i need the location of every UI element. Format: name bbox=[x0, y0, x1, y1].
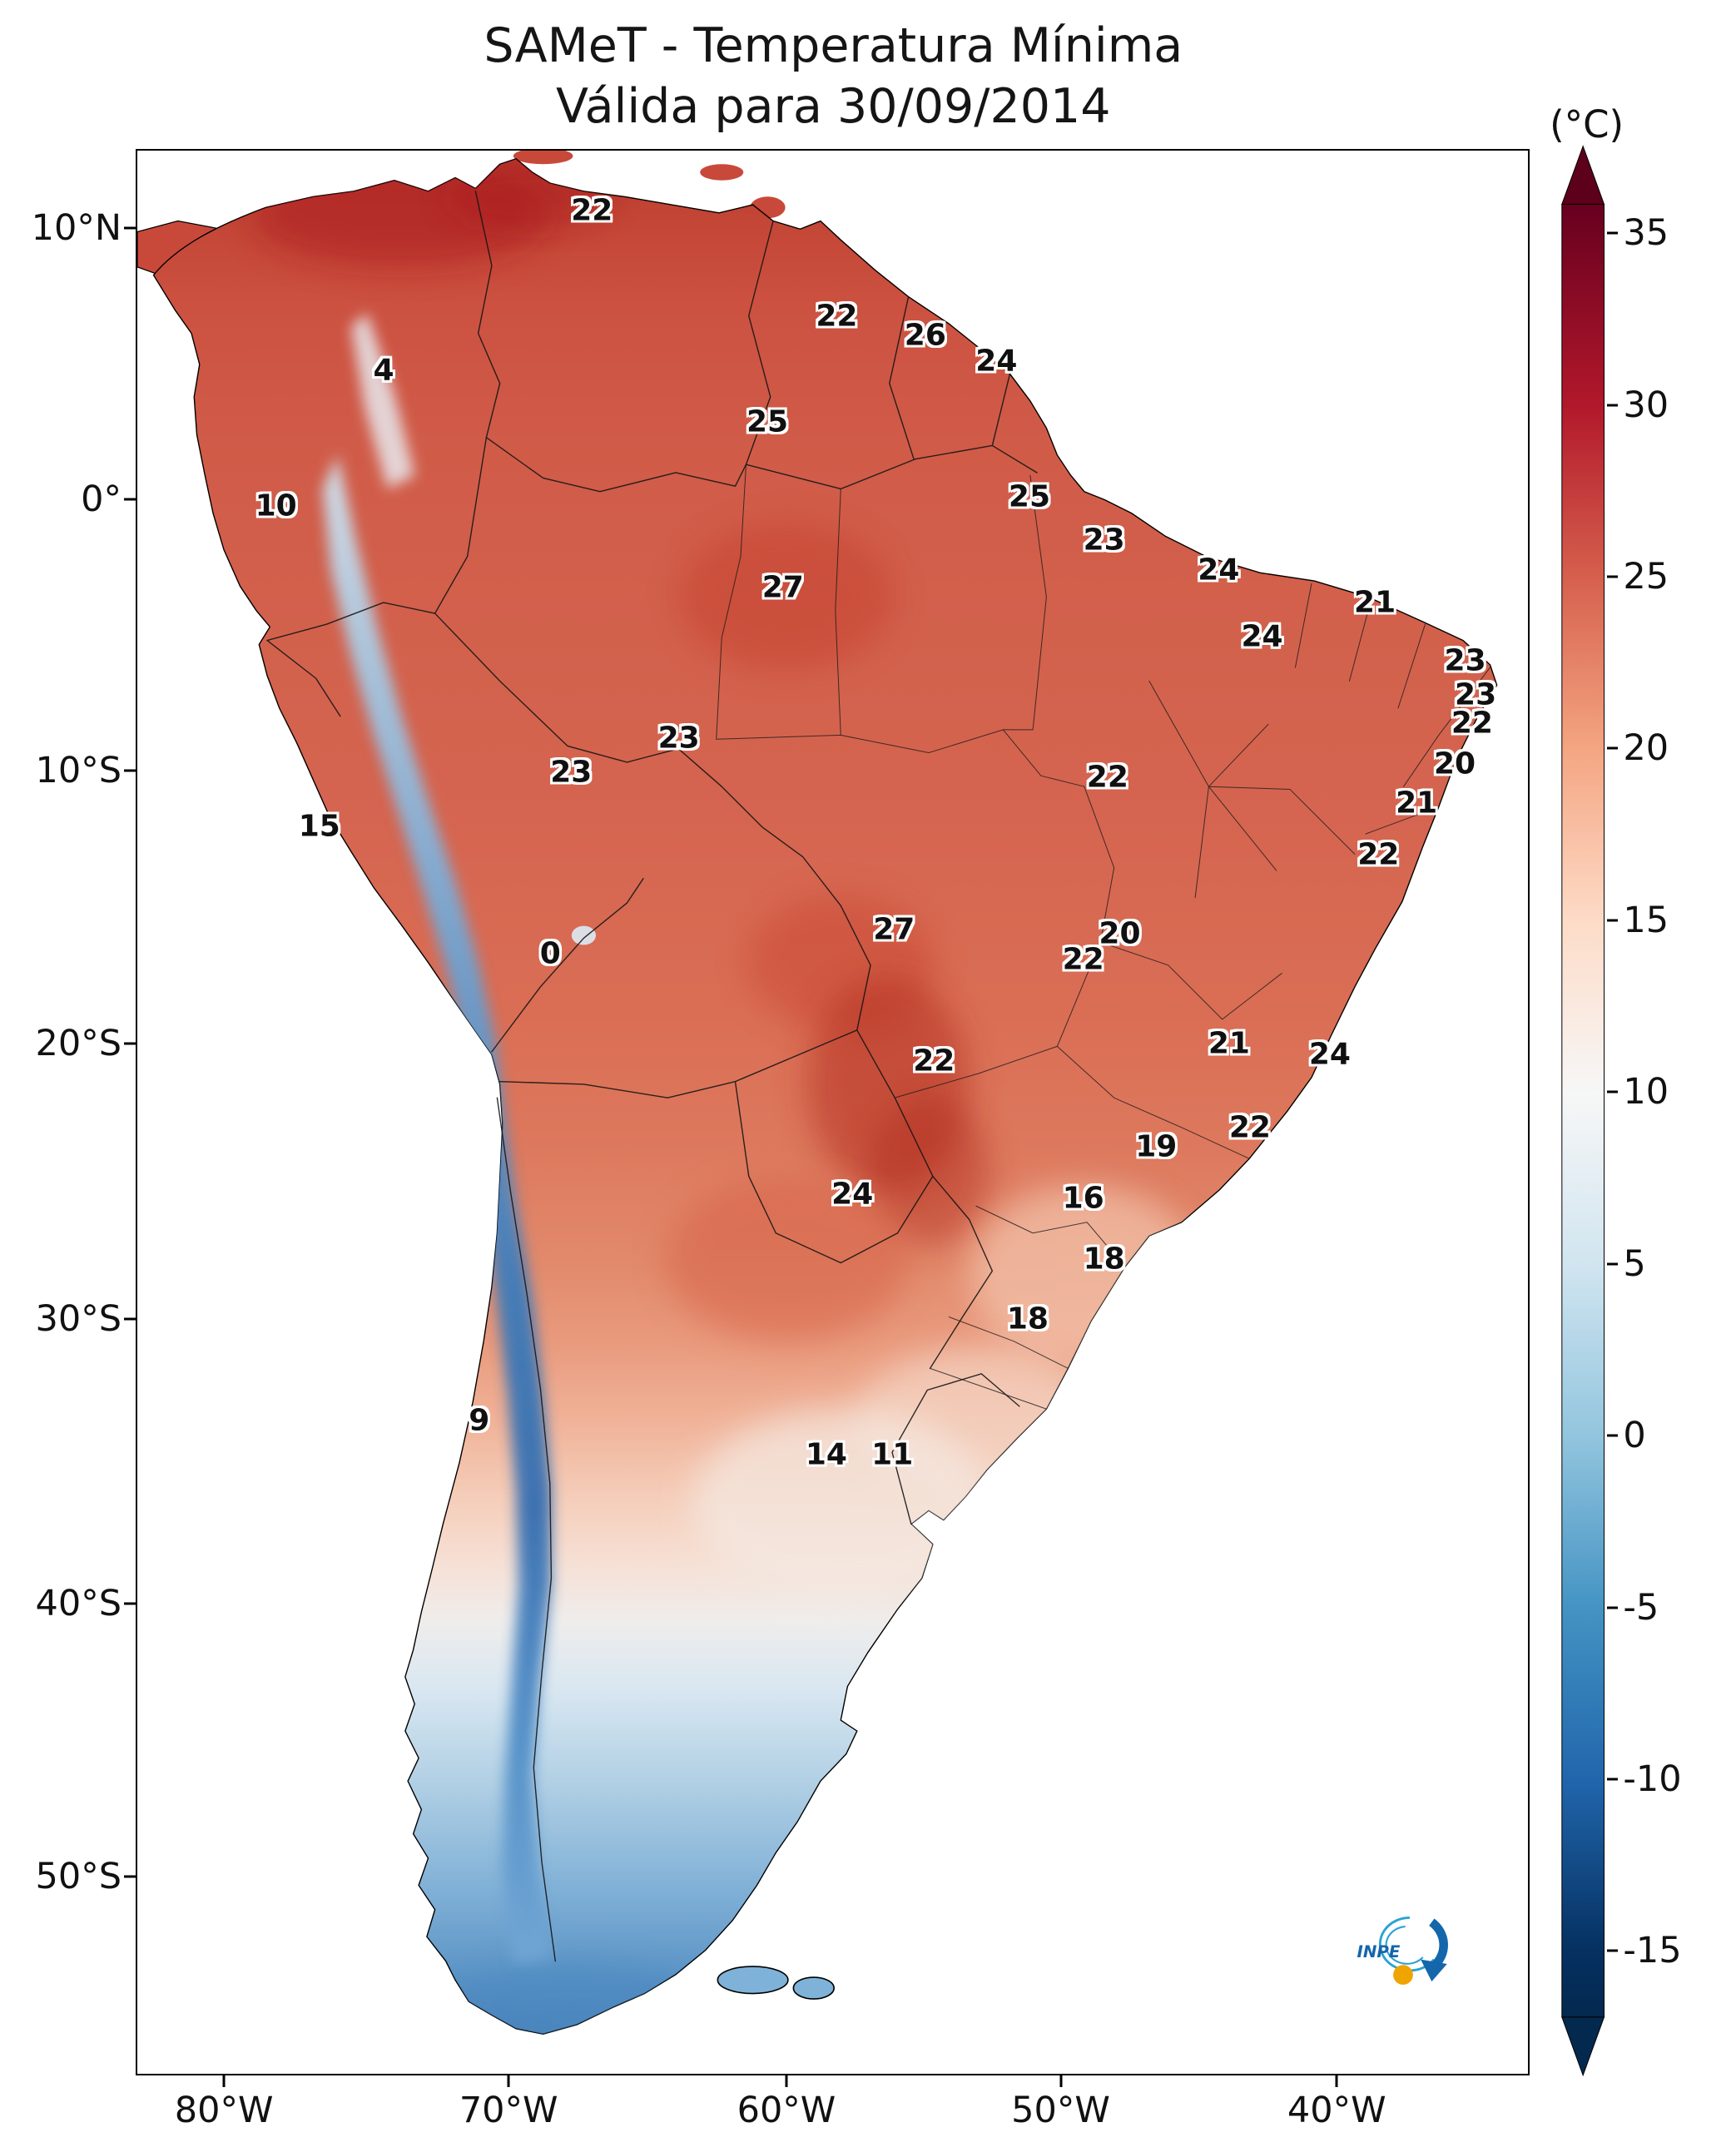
colorbar-tick-label: 10 bbox=[1623, 1071, 1669, 1113]
colorbar-tick-label: 25 bbox=[1623, 555, 1669, 598]
state-borders bbox=[716, 464, 1490, 1409]
longitude-tick-mark bbox=[1335, 2075, 1338, 2088]
longitude-tick-mark bbox=[785, 2075, 788, 2088]
longitude-tick-label: 70°W bbox=[459, 2090, 558, 2131]
south-america-temperature-map bbox=[136, 151, 1528, 2073]
latitude-tick-mark bbox=[123, 226, 136, 230]
colorbar-tick-mark bbox=[1606, 1778, 1618, 1781]
colorbar-tick-mark bbox=[1606, 919, 1618, 922]
latitude-tick-mark bbox=[123, 1602, 136, 1605]
map-plot-area bbox=[135, 149, 1530, 2075]
inpe-logo-text: INPE bbox=[1357, 1942, 1401, 1961]
latitude-tick-mark bbox=[123, 1875, 136, 1878]
colorbar-tick-label: 35 bbox=[1623, 212, 1669, 255]
colorbar-tick-mark bbox=[1606, 746, 1618, 750]
colorbar-tick-label: 20 bbox=[1623, 727, 1669, 770]
longitude-tick-label: 40°W bbox=[1287, 2090, 1386, 2131]
colorbar-tick-label: -15 bbox=[1623, 1930, 1682, 1972]
latitude-tick-mark bbox=[123, 1317, 136, 1321]
colorbar-tick-label: 15 bbox=[1623, 899, 1669, 941]
colorbar-bottom-arrow bbox=[1562, 2017, 1605, 2075]
colorbar-tick-mark bbox=[1606, 404, 1618, 406]
latitude-tick-mark bbox=[123, 1042, 136, 1045]
colorbar-tick-label: -5 bbox=[1623, 1586, 1659, 1629]
cold-region-tierra-del-fuego bbox=[448, 1963, 692, 2035]
colorbar-tick-label: -10 bbox=[1623, 1758, 1682, 1801]
latitude-tick-label: 20°S bbox=[35, 1023, 122, 1065]
colorbar-tick-mark bbox=[1606, 1606, 1618, 1609]
colorbar-top-arrow bbox=[1562, 146, 1605, 204]
longitude-tick-label: 50°W bbox=[1011, 2090, 1110, 2131]
warm-region-central-brazil bbox=[677, 523, 895, 672]
inpe-logo: INPE bbox=[1342, 1892, 1474, 2012]
falkland-islands bbox=[717, 1966, 835, 2001]
longitude-tick-mark bbox=[507, 2075, 510, 2088]
hot-region-pantanal bbox=[867, 1098, 990, 1247]
colorbar-gradient bbox=[1560, 142, 1606, 2079]
colorbar-tick-mark bbox=[1606, 1090, 1618, 1093]
cool-region-pampas bbox=[692, 1409, 990, 1599]
latitude-tick-label: 10°N bbox=[31, 207, 122, 250]
caribbean-island bbox=[699, 164, 743, 181]
latitude-tick-label: 40°S bbox=[35, 1582, 122, 1624]
warm-region-north-argentina bbox=[664, 1178, 909, 1342]
longitude-tick-mark bbox=[1059, 2075, 1063, 2088]
colorbar-tick-label: 0 bbox=[1623, 1415, 1646, 1457]
longitude-tick-label: 80°W bbox=[174, 2090, 274, 2131]
latitude-tick-label: 0° bbox=[81, 478, 122, 520]
figure-title: SAMeT - Temperatura Mínima bbox=[484, 18, 1183, 74]
longitude-tick-label: 60°W bbox=[737, 2090, 836, 2131]
colorbar-body bbox=[1562, 204, 1605, 2016]
colorbar-tick-label: 5 bbox=[1623, 1242, 1646, 1285]
colorbar-tick-label: 30 bbox=[1623, 384, 1669, 426]
latitude-tick-label: 30°S bbox=[35, 1298, 122, 1341]
lake-titicaca bbox=[571, 925, 596, 945]
colorbar-tick-mark bbox=[1606, 1262, 1618, 1266]
latitude-tick-mark bbox=[123, 498, 136, 501]
caribbean-island bbox=[513, 151, 573, 165]
colorbar-tick-mark bbox=[1606, 575, 1618, 578]
figure-title-block: SAMeT - Temperatura Mínima Válida para 3… bbox=[139, 16, 1528, 137]
country-borders bbox=[267, 191, 1037, 1961]
colorbar-unit-label: (°C) bbox=[1550, 102, 1624, 146]
latitude-tick-mark bbox=[123, 769, 136, 772]
colorbar-tick-mark bbox=[1606, 231, 1618, 235]
figure-subtitle: Válida para 30/09/2014 bbox=[556, 79, 1111, 135]
longitude-tick-mark bbox=[222, 2075, 226, 2088]
inpe-swirl-icon bbox=[1379, 1916, 1449, 1986]
hot-region-venezuela bbox=[448, 168, 611, 228]
andes-cold-strip bbox=[322, 455, 552, 1964]
latitude-tick-label: 50°S bbox=[35, 1855, 122, 1897]
latitude-tick-label: 10°S bbox=[35, 749, 122, 791]
colombian-andes-strip bbox=[350, 313, 414, 489]
colorbar-tick-mark bbox=[1606, 1434, 1618, 1437]
colorbar-tick-mark bbox=[1606, 1949, 1618, 1952]
colorbar bbox=[1560, 142, 1606, 2079]
